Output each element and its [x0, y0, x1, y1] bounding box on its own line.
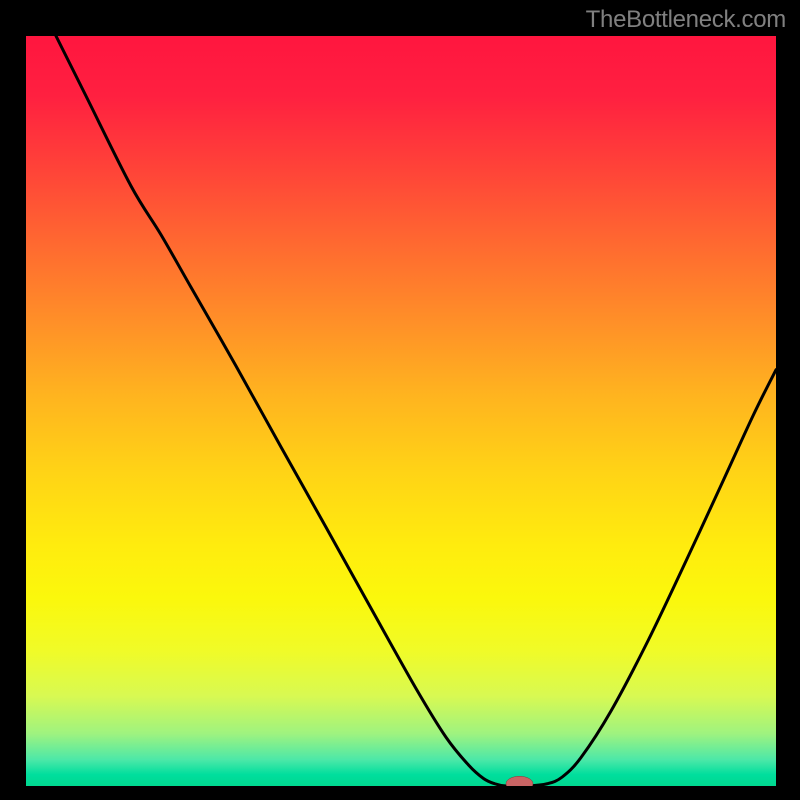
bottleneck-plot: [26, 36, 776, 786]
plot-background: [26, 36, 776, 786]
chart-container: TheBottleneck.com: [0, 0, 800, 800]
plot-svg: [26, 36, 776, 786]
watermark-text: TheBottleneck.com: [586, 6, 786, 34]
